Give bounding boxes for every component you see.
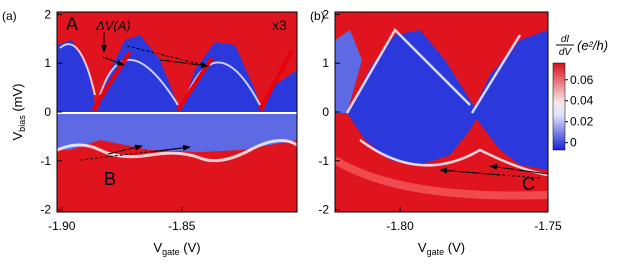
panel-label: (a) (2, 9, 17, 23)
y-tick-label: 1 (44, 56, 51, 70)
axis-label-sub: bias (17, 115, 27, 132)
panel-label: (b) (310, 9, 325, 23)
colorbar-label-unit: (e²/h) (577, 38, 608, 53)
axis-label-unit: (mV) (10, 84, 25, 116)
colorbar-label-den: dV (559, 47, 573, 58)
axis-label: Vgate (V) (418, 240, 465, 257)
colorbar-tick-label: 0.04 (570, 94, 594, 108)
y-tick-label: 2 (322, 7, 329, 21)
colorbar-tick-label: 0.02 (570, 115, 594, 129)
y-tick-label: 0 (322, 105, 329, 119)
y-tick-label: -1 (318, 154, 329, 168)
axis-label: Vgate (V) (153, 240, 200, 257)
y-tick-label: 2 (44, 7, 51, 21)
annotation: x3 (272, 17, 287, 33)
axis-label-main: V (153, 240, 162, 255)
heatmap-b (335, 12, 548, 212)
y-tick-label: -1 (40, 154, 51, 168)
axis-label-unit: (V) (180, 240, 201, 255)
colorbar-label-num: dI (561, 34, 570, 45)
axis-label-unit: (V) (444, 240, 465, 255)
x-tick-label: -1.80 (386, 219, 414, 233)
colorbar-tick-label: 0 (570, 136, 577, 150)
arrows (79, 32, 549, 179)
axis-label: Vbias (mV) (10, 84, 27, 141)
axis-label-sub: gate (427, 247, 445, 257)
x-tick-label: -1.85 (168, 219, 196, 233)
x-tick-label: -1.75 (534, 219, 562, 233)
heatmap-a (57, 12, 297, 212)
colorbar-tick-label: 0.06 (570, 73, 594, 87)
axis-label-main: V (418, 240, 427, 255)
axis-label-sub: gate (162, 247, 180, 257)
axis-label-main: V (10, 131, 25, 140)
y-tick-label: 1 (322, 56, 329, 70)
y-tick-label: 0 (44, 105, 51, 119)
colorbar (552, 62, 566, 151)
annotation: A (66, 14, 78, 34)
y-tick-label: -2 (318, 203, 329, 217)
annotation: B (104, 169, 116, 189)
annotation: C (522, 174, 535, 194)
annotation: ΔV(A) (95, 18, 131, 33)
y-tick-label: -2 (40, 203, 51, 217)
x-tick-label: -1.90 (48, 219, 76, 233)
